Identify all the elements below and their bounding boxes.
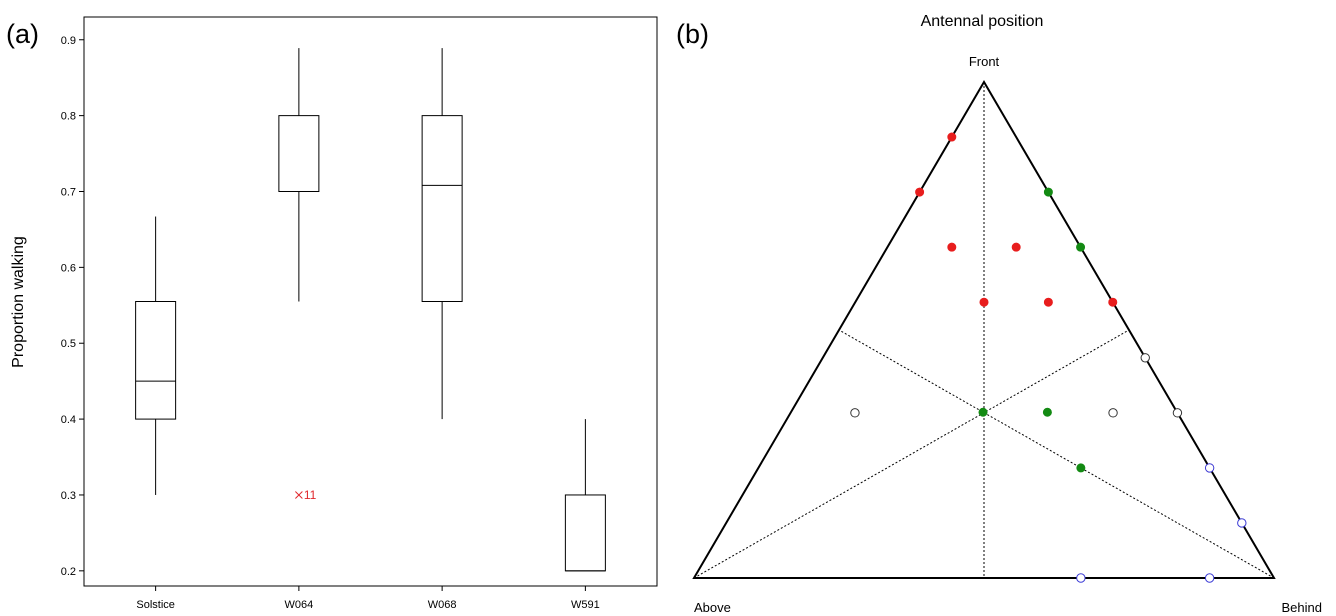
- ternary-points: [850, 132, 1247, 583]
- plot-frame-a: [83, 16, 658, 587]
- y-tick-label: 0.6: [61, 262, 76, 274]
- box-solstice: [135, 216, 177, 495]
- box-body: [564, 494, 606, 572]
- series-2: [850, 353, 1183, 418]
- box-body: [278, 115, 320, 192]
- outlier-cross: [295, 491, 303, 499]
- data-point: [1140, 353, 1150, 363]
- series-3: [1076, 463, 1247, 583]
- data-point: [979, 297, 989, 307]
- corner-label-above: Above: [694, 600, 731, 615]
- box-w591: [564, 419, 606, 572]
- outlier-label: 11: [304, 488, 317, 502]
- corner-label-front: Front: [969, 54, 1000, 69]
- data-point: [1108, 297, 1118, 307]
- y-tick-label: 0.4: [61, 414, 76, 426]
- y-tick-label: 0.3: [61, 490, 76, 502]
- data-point: [1204, 573, 1215, 583]
- data-point: [1043, 297, 1053, 307]
- x-ticks: Solstice W064 W068 W591: [136, 586, 600, 611]
- x-tick-label: Solstice: [136, 599, 175, 611]
- data-point: [1076, 573, 1086, 583]
- series-1: [978, 187, 1086, 473]
- data-point: [978, 407, 988, 417]
- series-0: [915, 132, 1215, 473]
- box-body: [421, 115, 463, 302]
- y-tick-label: 0.2: [61, 566, 76, 578]
- x-tick-label: W591: [571, 599, 600, 611]
- panel-b: (b) Antennal position Front Above Behind: [676, 13, 1322, 615]
- panel-a-label: (a): [6, 19, 39, 49]
- data-point: [1043, 187, 1053, 197]
- ternary-title: Antennal position: [921, 13, 1044, 30]
- y-ticks: 0.2 0.3 0.4 0.5 0.6 0.7 0.8 0.9: [61, 35, 84, 578]
- panel-b-label: (b): [676, 19, 709, 49]
- box-w068: [421, 48, 463, 420]
- data-point: [1237, 518, 1247, 528]
- box-body: [135, 301, 177, 420]
- y-axis-title: Proportion walking: [10, 236, 27, 368]
- data-point: [915, 187, 925, 197]
- y-tick-label: 0.5: [61, 338, 76, 350]
- data-point: [1076, 463, 1086, 473]
- outlier-marker: 11: [295, 488, 317, 502]
- boxes: [135, 48, 606, 572]
- data-point: [1011, 242, 1021, 252]
- x-tick-label: W068: [428, 599, 457, 611]
- box-w064: [278, 48, 320, 302]
- corner-label-behind: Behind: [1282, 600, 1322, 615]
- data-point: [947, 242, 957, 252]
- panel-a: (a) Proportion walking 0.20.30.40.50.60.…: [6, 16, 658, 611]
- outliers: 11: [295, 488, 317, 502]
- median-line-above: [693, 329, 1130, 579]
- x-tick-label: W064: [285, 599, 314, 611]
- data-point: [1108, 408, 1118, 418]
- y-tick-label: 0.9: [61, 35, 76, 47]
- data-point: [1204, 463, 1215, 473]
- ternary-frame: [692, 80, 1276, 579]
- data-point: [1042, 407, 1052, 417]
- data-point: [850, 408, 860, 418]
- data-point: [1076, 242, 1086, 252]
- data-point: [947, 132, 957, 142]
- data-point: [1172, 408, 1183, 418]
- y-tick-label: 0.7: [61, 186, 76, 198]
- y-tick-label: 0.8: [61, 111, 76, 123]
- median-line-behind: [838, 329, 1275, 579]
